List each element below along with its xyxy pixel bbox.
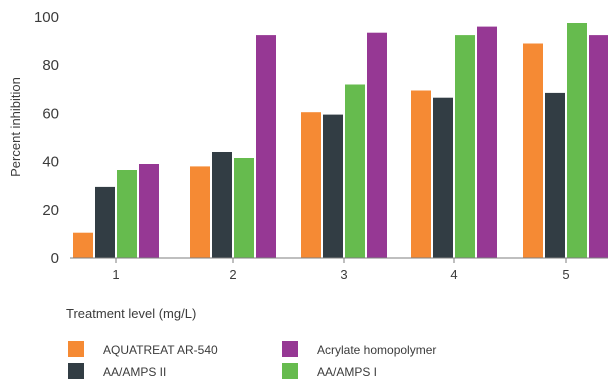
legend-swatch [282,341,298,357]
bar [139,164,159,258]
legend-label: AA/AMPS II [103,365,166,379]
bar [234,158,254,258]
bar [545,92,565,259]
bar [367,32,387,259]
legend-swatch [282,363,298,379]
legend: AQUATREAT AR-540 AA/AMPS II Acrylate homop… [68,341,436,379]
bar [256,35,276,258]
bar [323,114,343,258]
bar [95,186,115,258]
bar [212,152,232,258]
y-tick-label: 60 [42,105,59,122]
legend-label: AQUATREAT AR-540 [103,343,218,357]
bar [190,166,210,258]
bar [433,97,453,258]
bar [589,35,608,258]
x-axis-title: Treatment level (mg/L) [66,306,196,321]
x-tick-label: 3 [340,267,347,282]
y-tick-label: 100 [34,9,59,26]
y-tick-label: 20 [42,202,59,219]
x-tick-label: 1 [112,267,119,282]
y-axis-title: Percent inhibition [8,77,23,177]
legend-label: Acrylate homopolymer [317,343,436,357]
bar [301,112,321,258]
y-tick-label: 80 [42,57,59,74]
x-tick-label: 4 [450,267,457,282]
legend-swatch [68,363,84,379]
bar [117,170,137,258]
bar [523,43,543,258]
bar [73,232,93,258]
bar [477,26,497,258]
y-tick-label: 40 [42,154,59,171]
x-tick-label: 5 [562,267,569,282]
bar [411,90,431,258]
x-tick-label: 2 [229,267,236,282]
bars [73,23,608,259]
y-axis-ticks: 0 20 40 60 80 100 [34,9,59,267]
legend-label: AA/AMPS I [317,365,377,379]
y-tick-label: 0 [51,250,59,267]
bar [567,23,587,258]
bar [345,84,365,258]
legend-swatch [68,341,84,357]
x-axis-ticks: 1 2 3 4 5 [112,258,570,282]
bar [455,35,475,258]
